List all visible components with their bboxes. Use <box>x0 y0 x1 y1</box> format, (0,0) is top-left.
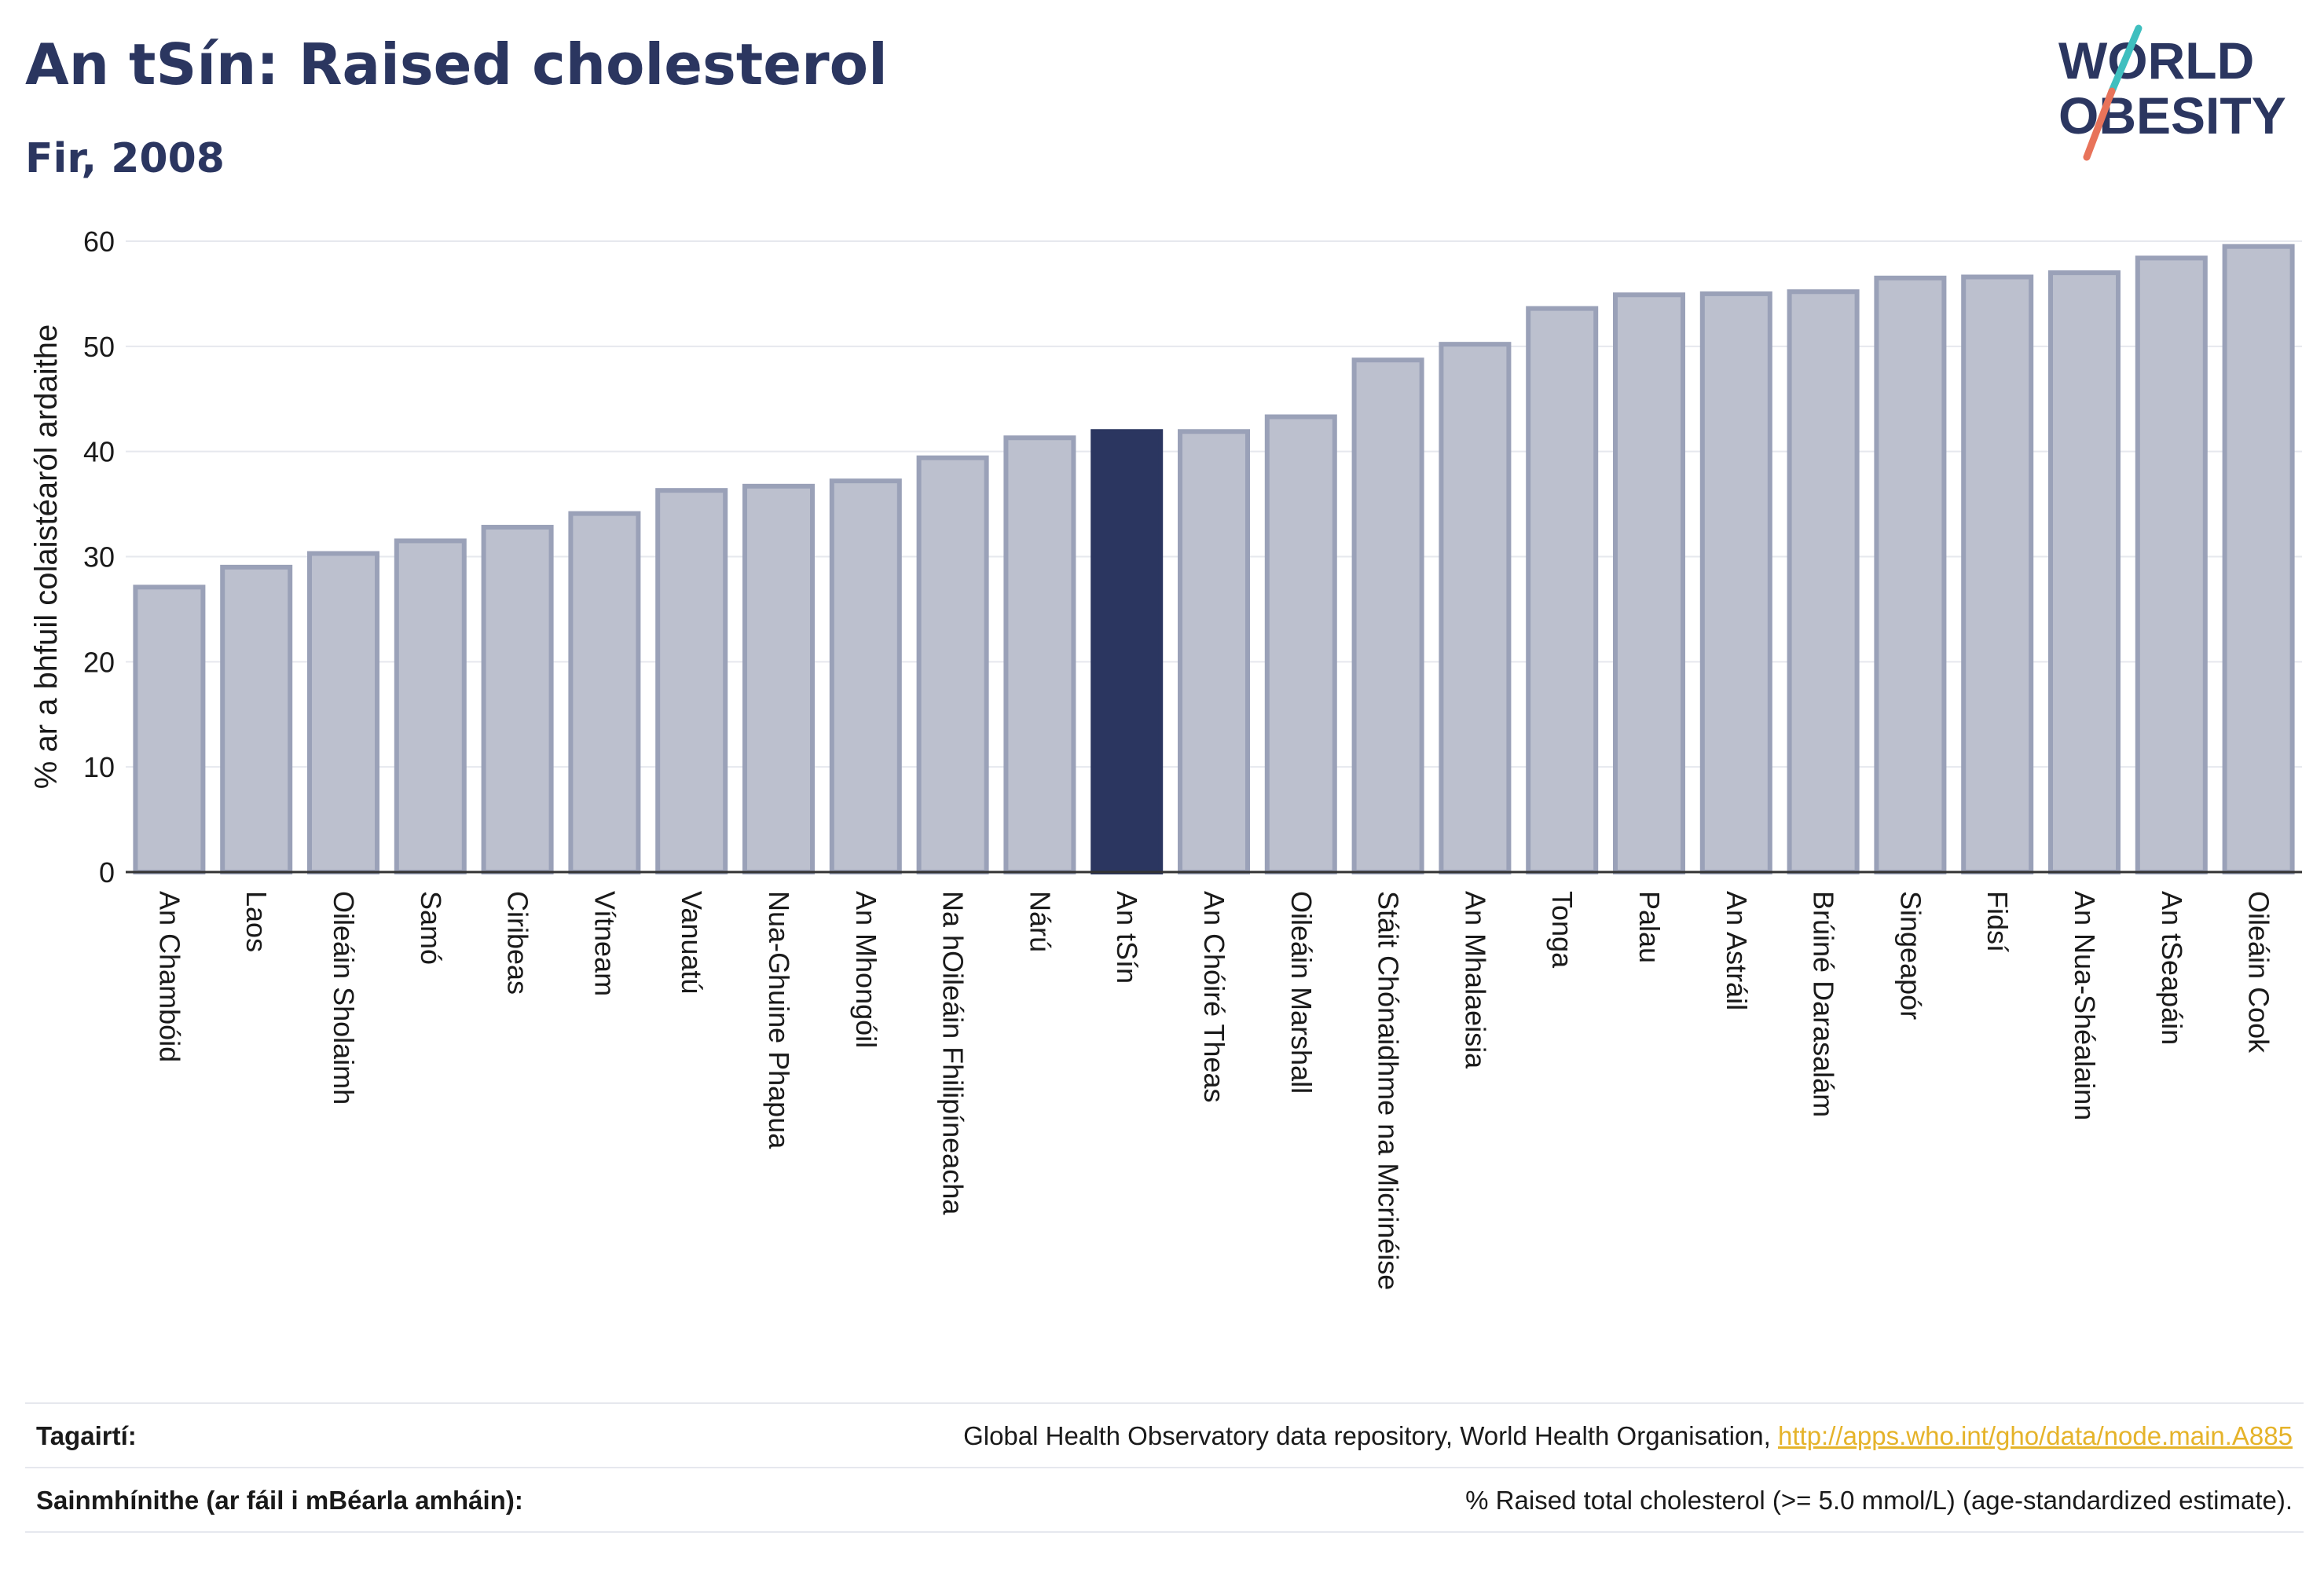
bar-7 <box>742 483 815 874</box>
bar-14 <box>1351 357 1424 874</box>
x-tick-label: Tonga <box>1546 891 1578 969</box>
x-tick-label: An Chambóid <box>153 891 185 1062</box>
x-tick-label: An Chóiré Theas <box>1198 891 1230 1103</box>
x-tick-label: Laos <box>240 891 273 952</box>
bar-15 <box>1439 342 1512 874</box>
y-tick-label: 50 <box>83 331 115 363</box>
bar-21 <box>1961 274 2034 874</box>
y-tick-label: 10 <box>83 751 115 783</box>
y-tick-label: 30 <box>83 541 115 574</box>
x-tick-label: Vanuatú <box>676 891 708 994</box>
y-tick-label: 0 <box>99 856 115 889</box>
reference-value: Global Health Observatory data repositor… <box>963 1421 2293 1451</box>
bar-2 <box>307 551 379 874</box>
bar-1 <box>220 564 293 875</box>
x-tick-label: Palau <box>1633 891 1666 963</box>
x-tick-label: Oileáin Marshall <box>1285 891 1318 1094</box>
bar-10 <box>1003 435 1076 874</box>
x-tick-label: Oileáin Sholaimh <box>328 891 360 1105</box>
reference-row: Tagairtí: Global Health Observatory data… <box>25 1402 2304 1468</box>
world-obesity-logo: WORLD OBESITY <box>2058 24 2286 161</box>
y-tick-label: 20 <box>83 646 115 678</box>
x-tick-label: An Nua-Shéalainn <box>2069 891 2101 1120</box>
x-tick-label: Na hOileáin Fhilipíneacha <box>937 891 970 1215</box>
bar-12 <box>1178 429 1250 874</box>
reference-link[interactable]: http://apps.who.int/gho/data/node.main.A… <box>1778 1421 2293 1450</box>
x-tick-label: Singeapór <box>1894 891 1926 1020</box>
bar-24 <box>2222 244 2295 875</box>
definition-label: Sainmhínithe (ar fáil i mBéarla amháin): <box>36 1486 523 1515</box>
x-tick-label: Nárú <box>1024 891 1056 952</box>
bar-16 <box>1526 306 1599 874</box>
x-tick-label: Stáit Chónaidhme na Micrinéise <box>1373 891 1405 1290</box>
definition-row: Sainmhínithe (ar fáil i mBéarla amháin):… <box>25 1467 2304 1533</box>
y-tick-label: 40 <box>83 436 115 468</box>
x-tick-label: Brúiné Darasalám <box>1808 891 1840 1117</box>
page-subtitle: Fir, 2008 <box>25 135 225 182</box>
table-bottom-divider <box>25 1531 2304 1533</box>
x-tick-label: Nua-Ghuine Phapua <box>763 891 795 1149</box>
bar-6 <box>655 488 728 874</box>
y-tick-label: 60 <box>83 225 115 258</box>
y-axis-label: % ar a bhfuil colaistéaról ardaithe <box>29 324 64 789</box>
page-title: An tSín: Raised cholesterol <box>25 31 888 97</box>
bar-13 <box>1264 414 1337 874</box>
x-tick-label: An tSeapáin <box>2156 891 2188 1045</box>
bar-11 <box>1091 429 1164 874</box>
bar-18 <box>1699 291 1772 874</box>
x-tick-label: Vítneam <box>588 891 621 996</box>
x-tick-label: An Astráil <box>1721 891 1753 1010</box>
bar-22 <box>2048 270 2121 874</box>
x-tick-label: Oileáin Cook <box>2243 891 2275 1054</box>
definition-value: % Raised total cholesterol (>= 5.0 mmol/… <box>1465 1486 2293 1515</box>
x-tick-label: An Mhalaeisia <box>1459 891 1491 1069</box>
reference-label: Tagairtí: <box>36 1421 137 1450</box>
bar-5 <box>568 511 641 875</box>
bar-0 <box>133 585 206 874</box>
bar-9 <box>916 455 989 874</box>
bar-3 <box>394 538 467 874</box>
bar-8 <box>829 478 902 874</box>
x-tick-label: Samó <box>415 891 447 965</box>
bar-17 <box>1613 292 1685 874</box>
svg-text:WORLD: WORLD <box>2058 31 2254 90</box>
x-tick-label: Fidsí <box>1981 891 2014 952</box>
x-tick-label: Ciribeas <box>502 891 534 995</box>
x-tick-label: An Mhongóil <box>850 891 882 1048</box>
bar-19 <box>1787 289 1860 874</box>
bar-23 <box>2135 255 2208 874</box>
reference-text: Global Health Observatory data repositor… <box>963 1421 1779 1450</box>
bar-4 <box>481 525 554 874</box>
x-tick-label: An tSín <box>1111 891 1143 984</box>
bar-chart: 0 10 20 30 40 50 60 % ar a bhfuil colaistéaról … <box>29 225 2302 1290</box>
bar-20 <box>1874 275 1947 874</box>
